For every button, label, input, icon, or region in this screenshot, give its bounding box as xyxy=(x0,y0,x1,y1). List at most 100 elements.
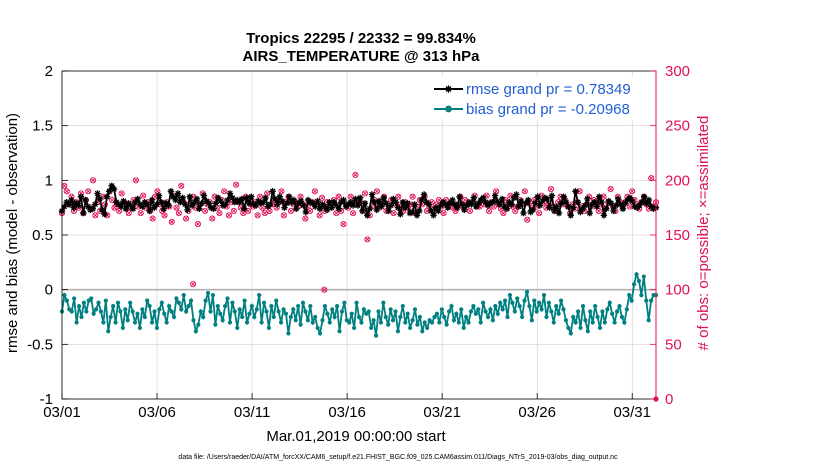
bias-point xyxy=(571,314,576,320)
legend-box xyxy=(428,77,650,120)
rmse-point xyxy=(546,204,553,211)
bias-point xyxy=(578,325,583,331)
legend: rmse grand pr = 0.78349 bias grand pr = … xyxy=(428,77,650,120)
rmse-point xyxy=(151,204,158,211)
bias-point xyxy=(534,309,539,314)
bias-point xyxy=(473,311,478,316)
rmse-point xyxy=(406,209,414,217)
rmse-point xyxy=(80,209,87,217)
rmse-point xyxy=(120,197,127,205)
rmse-point xyxy=(144,201,151,208)
bias-point xyxy=(254,307,259,312)
y-right-tick-label: 100 xyxy=(665,282,690,299)
bias-point xyxy=(137,325,143,331)
bias-point xyxy=(320,318,325,323)
bias-point xyxy=(595,314,600,320)
bias-point xyxy=(69,309,74,314)
rmse-point xyxy=(364,212,371,219)
obs-count-point xyxy=(373,188,380,195)
bias-point xyxy=(580,303,586,309)
bias-point xyxy=(91,311,96,316)
obs-count-point xyxy=(629,188,636,195)
rmse-point xyxy=(357,194,364,201)
bias-point xyxy=(81,300,87,305)
rmse-point xyxy=(470,194,477,201)
rmse-point xyxy=(271,195,279,203)
rmse-point xyxy=(146,207,153,215)
rmse-point xyxy=(385,207,392,215)
obs-count-point xyxy=(547,186,555,193)
rmse-point xyxy=(264,203,272,210)
bias-point xyxy=(123,307,128,312)
rmse-point xyxy=(596,193,603,200)
bias-point xyxy=(188,298,194,303)
rmse-point xyxy=(73,200,80,207)
bias-point xyxy=(512,309,517,314)
rmse-point xyxy=(75,202,82,209)
rmse-point xyxy=(252,202,260,209)
rmse-point xyxy=(517,197,525,205)
rmse-point xyxy=(312,203,319,210)
rmse-point xyxy=(454,204,461,211)
obs-count-point xyxy=(132,177,140,184)
rmse-point xyxy=(579,205,586,212)
bias-point xyxy=(169,309,174,314)
rmse-point xyxy=(68,196,75,204)
bias-point xyxy=(612,320,617,325)
rmse-point xyxy=(525,196,532,204)
rmse-point xyxy=(551,207,558,215)
bias-point xyxy=(201,314,206,320)
y-right-tick-label: 150 xyxy=(665,227,690,244)
y-axis-left-label: rmse and bias (model - observation) xyxy=(4,113,21,353)
obs-count-point xyxy=(311,188,318,195)
rmse-point xyxy=(390,195,397,203)
rmse-point xyxy=(420,191,428,198)
rmse-point xyxy=(612,202,619,209)
bias-point xyxy=(537,300,542,305)
bias-point xyxy=(244,320,250,325)
bias-point xyxy=(405,311,410,316)
rmse-point xyxy=(243,194,250,201)
bias-point xyxy=(515,296,520,301)
rmse-point xyxy=(577,208,584,216)
x-tick-label: 03/01 xyxy=(43,404,81,421)
bias-point xyxy=(327,320,332,325)
rmse-point xyxy=(553,203,560,210)
bias-point xyxy=(74,320,79,325)
bias-point xyxy=(218,311,223,316)
bias-point xyxy=(220,318,225,323)
rmse-point xyxy=(309,200,317,207)
bias-point xyxy=(408,325,413,331)
bias-point xyxy=(62,293,67,298)
x-tick-label: 03/06 xyxy=(138,404,176,421)
rmse-point xyxy=(499,195,506,203)
rmse-point xyxy=(593,203,600,210)
rmse-point xyxy=(446,200,454,207)
rmse-point xyxy=(191,199,198,206)
rmse-point xyxy=(84,203,92,210)
obs-count-point xyxy=(61,182,68,189)
bias-point xyxy=(293,318,298,323)
bias-point xyxy=(298,322,303,327)
bias-point xyxy=(347,320,352,325)
bias-point xyxy=(369,325,374,331)
bias-point xyxy=(98,309,104,314)
obs-count-point xyxy=(536,210,543,217)
rmse-point xyxy=(321,203,328,210)
bias-point xyxy=(227,320,233,325)
bias-point xyxy=(162,311,167,316)
bias-point xyxy=(349,311,354,316)
obs-count-point xyxy=(216,210,223,217)
bias-point xyxy=(145,298,150,303)
rmse-point xyxy=(598,199,605,206)
rmse-point xyxy=(87,206,94,214)
obs-count-point xyxy=(140,192,147,199)
bias-point xyxy=(179,307,184,312)
rmse-point xyxy=(314,197,321,205)
rmse-point xyxy=(179,194,186,201)
rmse-point xyxy=(648,203,655,210)
x-tick-label: 03/21 xyxy=(423,404,461,421)
rmse-point xyxy=(435,207,442,215)
rmse-point xyxy=(607,200,615,207)
obs-count-point xyxy=(233,181,240,188)
